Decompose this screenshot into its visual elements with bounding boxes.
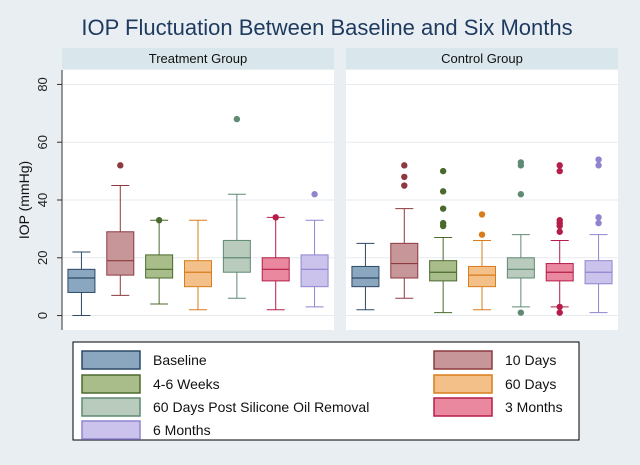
box-baseline bbox=[67, 251, 96, 317]
y-axis-label: IOP (mmHg) bbox=[16, 161, 32, 239]
legend-label: 3 Months bbox=[505, 399, 563, 415]
y-tick-label: 40 bbox=[35, 193, 50, 207]
outlier-point bbox=[556, 303, 563, 311]
legend-swatch bbox=[81, 374, 141, 394]
y-tick-label: 80 bbox=[35, 77, 50, 91]
legend-item: 10 Days bbox=[433, 350, 556, 370]
box-10-days bbox=[390, 162, 419, 299]
box-3-months bbox=[545, 162, 574, 316]
y-tick-label: 0 bbox=[35, 312, 50, 319]
outlier-point bbox=[478, 231, 486, 238]
outlier-point bbox=[155, 217, 163, 224]
chart-title: IOP Fluctuation Between Baseline and Six… bbox=[81, 15, 572, 40]
legend-frame bbox=[72, 341, 580, 441]
outlier-point bbox=[556, 162, 563, 169]
outlier-point bbox=[117, 162, 124, 169]
box-iqr bbox=[468, 265, 496, 288]
box-iqr bbox=[429, 260, 458, 282]
legend: Baseline 10 Days 4-6 Weeks 60 Days 60 Days P… bbox=[72, 341, 580, 441]
legend-label: 10 Days bbox=[505, 352, 556, 368]
y-tick-label: 60 bbox=[35, 135, 50, 149]
panels: Treatment Group Control Group 0 20 40 60 80 bbox=[35, 48, 618, 330]
box-iqr bbox=[184, 260, 212, 288]
legend-item: 60 Days bbox=[433, 374, 556, 394]
panel-treatment: Treatment Group bbox=[62, 48, 334, 330]
box-iqr bbox=[106, 231, 135, 276]
legend-swatch bbox=[81, 350, 141, 370]
panel-header bbox=[62, 48, 334, 69]
outlier-point bbox=[401, 173, 408, 181]
legend-swatch bbox=[433, 374, 493, 394]
panel-header bbox=[346, 48, 618, 69]
y-axis: 0 20 40 60 80 bbox=[35, 70, 63, 330]
panel-title: Control Group bbox=[441, 51, 523, 66]
legend-swatch bbox=[81, 420, 141, 440]
box-6-months bbox=[300, 191, 329, 308]
box-baseline bbox=[351, 242, 380, 311]
outlier-point bbox=[439, 219, 447, 227]
box-60-days bbox=[184, 219, 212, 311]
legend-label: 60 Days bbox=[505, 376, 556, 392]
outlier-point bbox=[439, 167, 447, 175]
outlier-point bbox=[478, 211, 486, 218]
outlier-point bbox=[517, 191, 525, 198]
legend-label: 60 Days Post Silicone Oil Removal bbox=[153, 399, 369, 415]
outlier-point bbox=[556, 167, 563, 175]
outlier-point bbox=[556, 217, 563, 224]
legend-swatch bbox=[433, 350, 493, 370]
outlier-point bbox=[311, 191, 318, 198]
box-4-6-weeks bbox=[145, 217, 174, 305]
outlier-point bbox=[517, 159, 525, 166]
box-iqr bbox=[300, 254, 329, 288]
outlier-point bbox=[233, 115, 241, 123]
legend-item: 4-6 Weeks bbox=[81, 374, 220, 394]
box-iqr bbox=[506, 257, 535, 279]
legend-swatch bbox=[81, 397, 141, 417]
box-iqr bbox=[222, 239, 251, 273]
box-iqr bbox=[351, 265, 380, 288]
box-60-days bbox=[468, 211, 496, 311]
legend-item: 6 Months bbox=[81, 420, 211, 440]
legend-label: 6 Months bbox=[153, 422, 211, 438]
outlier-point bbox=[401, 182, 408, 189]
box-iqr bbox=[145, 254, 174, 279]
outlier-point bbox=[595, 162, 602, 169]
box-60-days-post-silicone-oil-removal bbox=[222, 115, 251, 299]
legend-item: 60 Days Post Silicone Oil Removal bbox=[81, 397, 369, 417]
outlier-point bbox=[595, 156, 602, 163]
panel-control: Control Group bbox=[346, 48, 618, 330]
legend-label: Baseline bbox=[153, 352, 207, 368]
box-6-months bbox=[584, 156, 613, 314]
box-iqr bbox=[67, 268, 96, 293]
legend-item: 3 Months bbox=[433, 397, 563, 417]
outlier-point bbox=[595, 214, 602, 221]
y-tick-label: 20 bbox=[35, 251, 50, 265]
box-10-days bbox=[106, 162, 135, 296]
outlier-point bbox=[595, 219, 602, 227]
box-60-days-post-silicone-oil-removal bbox=[506, 159, 535, 316]
box-4-6-weeks bbox=[429, 167, 458, 314]
outlier-point bbox=[517, 309, 525, 316]
legend-swatch bbox=[433, 397, 493, 417]
outlier-point bbox=[272, 214, 279, 221]
box-3-months bbox=[261, 214, 290, 311]
outlier-point bbox=[439, 188, 447, 195]
outlier-point bbox=[401, 162, 408, 169]
outlier-point bbox=[556, 309, 563, 316]
panel-title: Treatment Group bbox=[149, 51, 248, 66]
legend-label: 4-6 Weeks bbox=[153, 376, 220, 392]
outlier-point bbox=[556, 228, 563, 235]
outlier-point bbox=[439, 205, 447, 212]
box-iqr bbox=[390, 242, 419, 279]
legend-item: Baseline bbox=[81, 350, 207, 370]
